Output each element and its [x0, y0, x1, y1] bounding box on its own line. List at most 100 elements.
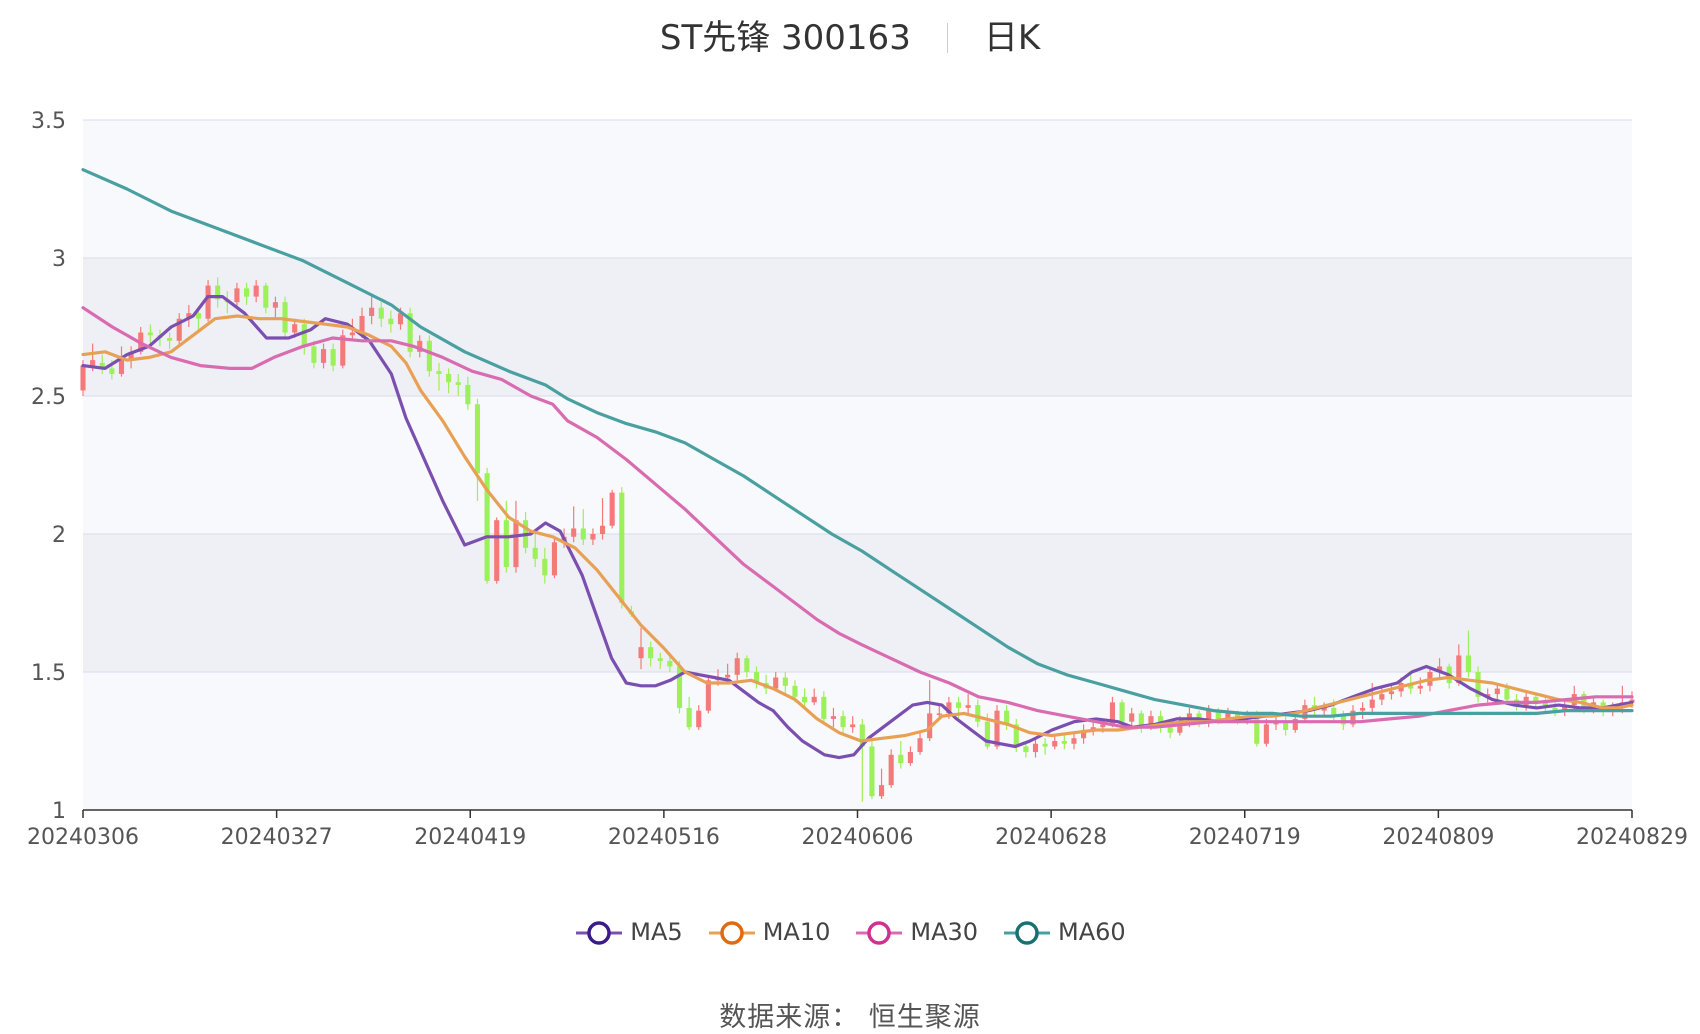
candle-body: [80, 365, 86, 391]
plot-band: [83, 396, 1632, 534]
y-tick-label: 2: [52, 523, 66, 548]
x-tick-label: 20240829: [1576, 825, 1688, 850]
candle-body: [1013, 724, 1019, 747]
candle-body: [676, 666, 683, 708]
candle-body: [118, 360, 125, 374]
candle-body: [811, 696, 817, 703]
candle-body: [474, 404, 481, 474]
candle-body: [1388, 691, 1395, 695]
title-separator: [946, 23, 948, 53]
candle-body: [571, 528, 577, 537]
candle-body: [821, 696, 827, 719]
legend-item-ma10[interactable]: MA10: [707, 918, 830, 947]
candle-body: [128, 351, 134, 361]
candle-body: [1138, 713, 1144, 728]
candle-body: [705, 680, 711, 711]
x-tick-label: 20240516: [608, 825, 720, 850]
candle-body: [1004, 710, 1010, 725]
candle-body: [1542, 702, 1548, 708]
legend-item-ma60[interactable]: MA60: [1002, 918, 1126, 947]
candle-body: [369, 307, 375, 316]
candle-body: [311, 346, 317, 363]
candle-body: [426, 340, 432, 372]
candle-body: [619, 492, 625, 603]
candle-body: [1177, 721, 1183, 733]
candle-body: [503, 520, 509, 568]
stock-name-code: ST先锋 300163: [659, 18, 911, 58]
candle-body: [301, 324, 307, 347]
y-tick-label: 1.5: [31, 661, 66, 686]
candle-body: [1494, 688, 1500, 695]
candle-body: [773, 677, 779, 689]
candle-body: [1283, 721, 1289, 730]
data-source: 数据来源： 恒生聚源: [719, 1002, 981, 1033]
candle-body: [1360, 707, 1366, 711]
candle-body: [1081, 729, 1087, 739]
legend-swatch-icon: [856, 921, 903, 945]
legend-label: MA5: [630, 918, 683, 946]
candle-body: [1215, 710, 1221, 719]
candle-body: [359, 315, 365, 333]
candle-body: [1437, 666, 1443, 672]
candle-body: [946, 702, 952, 714]
y-tick-label: 2.5: [31, 385, 66, 410]
candle-body: [984, 721, 990, 747]
candle-body: [734, 658, 740, 675]
candle-body: [1032, 743, 1039, 753]
candle-body: [667, 660, 673, 667]
candle-body: [176, 318, 182, 341]
candle-body: [446, 373, 452, 383]
candle-body: [1292, 718, 1298, 730]
candle-body: [340, 335, 346, 366]
x-tick-label: 20240719: [1189, 825, 1301, 850]
candle-body: [330, 349, 336, 366]
legend-label: MA30: [910, 918, 979, 946]
y-tick-label: 1: [52, 799, 66, 824]
candle-body: [1225, 713, 1231, 719]
legend-item-ma30[interactable]: MA30: [854, 918, 978, 947]
legend: MA5 MA10 MA30 MA60: [0, 918, 1700, 947]
legend-item-ma5[interactable]: MA5: [574, 918, 683, 947]
candle-body: [792, 685, 798, 697]
candle-body: [532, 547, 538, 559]
candle-body: [1254, 716, 1260, 744]
candle-body: [1379, 694, 1385, 700]
candle-body: [1456, 655, 1462, 684]
candle-body: [1552, 707, 1558, 711]
candle-body: [782, 677, 788, 686]
candle-body: [753, 672, 760, 684]
candle-body: [1562, 705, 1568, 711]
candle-body: [234, 288, 240, 303]
x-tick-label: 20240809: [1382, 825, 1494, 850]
candle-body: [1331, 707, 1337, 717]
candle-body: [802, 696, 808, 703]
series-line-ma10: [81, 314, 1634, 743]
candle-body: [955, 702, 962, 708]
candle-body: [1119, 702, 1125, 722]
plot-band: [83, 534, 1632, 672]
candle-body: [1504, 688, 1510, 700]
candle-body: [898, 754, 904, 764]
candle-body: [167, 338, 173, 341]
candle-body: [648, 647, 654, 659]
candle-body: [215, 285, 221, 300]
candle-body: [994, 710, 1000, 747]
candle-body: [1167, 727, 1173, 733]
candle-body: [397, 313, 404, 325]
candle-body: [282, 302, 288, 333]
candle-body: [936, 713, 942, 715]
candle-body: [1090, 727, 1096, 730]
candle-body: [1100, 724, 1106, 728]
candle-body: [599, 525, 606, 534]
candle-body: [272, 302, 278, 308]
candle-body: [840, 716, 846, 728]
candle-body: [436, 371, 442, 374]
candle-body: [1263, 724, 1269, 744]
candle-body: [609, 492, 615, 526]
period-label: 日K: [983, 18, 1041, 58]
plot-band: [83, 120, 1632, 258]
chart-title: ST先锋 300163 日K: [0, 10, 1700, 59]
candle-body: [455, 382, 461, 385]
candle-body: [99, 362, 105, 369]
candle-body: [417, 340, 423, 352]
